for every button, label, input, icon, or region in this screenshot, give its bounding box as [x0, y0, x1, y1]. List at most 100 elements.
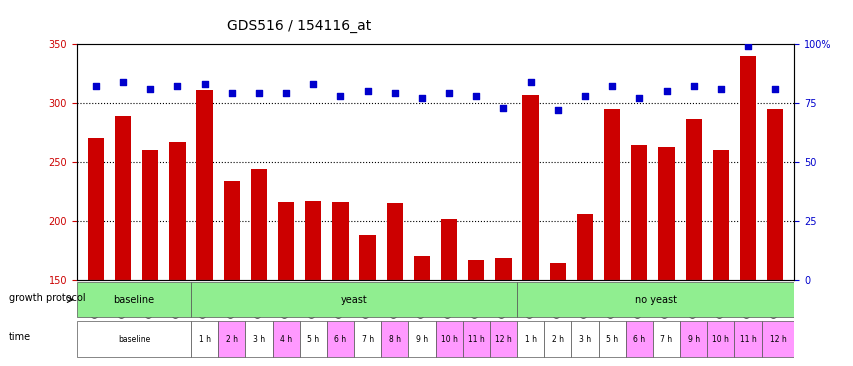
- FancyBboxPatch shape: [543, 321, 571, 357]
- Text: 12 h: 12 h: [769, 335, 786, 344]
- Text: yeast: yeast: [340, 295, 367, 305]
- Bar: [549, 264, 566, 366]
- Text: GDS516 / 154116_at: GDS516 / 154116_at: [227, 19, 370, 33]
- Bar: [196, 90, 212, 366]
- Bar: [658, 147, 674, 366]
- Text: no yeast: no yeast: [634, 295, 676, 305]
- Text: 4 h: 4 h: [280, 335, 292, 344]
- Text: 12 h: 12 h: [495, 335, 511, 344]
- FancyBboxPatch shape: [734, 321, 761, 357]
- Bar: [712, 150, 728, 366]
- Point: [686, 83, 699, 89]
- Text: 11 h: 11 h: [739, 335, 756, 344]
- Point: [523, 79, 537, 85]
- Text: 2 h: 2 h: [551, 335, 563, 344]
- FancyBboxPatch shape: [598, 321, 625, 357]
- FancyBboxPatch shape: [191, 282, 516, 317]
- Text: 1 h: 1 h: [524, 335, 536, 344]
- Text: 6 h: 6 h: [633, 335, 645, 344]
- Point: [469, 93, 483, 99]
- FancyBboxPatch shape: [516, 282, 793, 317]
- Text: 10 h: 10 h: [440, 335, 457, 344]
- Bar: [495, 258, 511, 366]
- Point: [415, 95, 428, 101]
- Bar: [414, 256, 430, 366]
- Point: [89, 83, 102, 89]
- Bar: [440, 219, 456, 366]
- Text: growth protocol: growth protocol: [9, 293, 85, 303]
- Point: [387, 90, 401, 96]
- FancyBboxPatch shape: [380, 321, 408, 357]
- FancyBboxPatch shape: [77, 321, 191, 357]
- Point: [279, 90, 293, 96]
- FancyBboxPatch shape: [462, 321, 490, 357]
- Point: [605, 83, 618, 89]
- Text: 5 h: 5 h: [307, 335, 319, 344]
- Bar: [169, 142, 185, 366]
- Point: [198, 81, 212, 87]
- Bar: [603, 109, 619, 366]
- Point: [116, 79, 130, 85]
- FancyBboxPatch shape: [706, 321, 734, 357]
- Point: [442, 90, 456, 96]
- FancyBboxPatch shape: [679, 321, 706, 357]
- Point: [550, 107, 564, 113]
- Text: 1 h: 1 h: [199, 335, 211, 344]
- Bar: [576, 214, 593, 366]
- FancyBboxPatch shape: [191, 321, 218, 357]
- FancyBboxPatch shape: [77, 282, 191, 317]
- Point: [224, 90, 238, 96]
- Bar: [223, 181, 240, 366]
- Text: 7 h: 7 h: [659, 335, 672, 344]
- Bar: [332, 202, 348, 366]
- FancyBboxPatch shape: [408, 321, 435, 357]
- Point: [171, 83, 184, 89]
- FancyBboxPatch shape: [653, 321, 679, 357]
- FancyBboxPatch shape: [490, 321, 516, 357]
- Bar: [251, 169, 267, 366]
- Text: 8 h: 8 h: [388, 335, 400, 344]
- FancyBboxPatch shape: [272, 321, 299, 357]
- Text: time: time: [9, 332, 31, 342]
- Point: [632, 95, 646, 101]
- Text: 10 h: 10 h: [711, 335, 728, 344]
- Bar: [766, 109, 782, 366]
- Bar: [467, 260, 484, 366]
- FancyBboxPatch shape: [516, 321, 543, 357]
- Text: baseline: baseline: [113, 295, 154, 305]
- Point: [143, 86, 157, 92]
- Point: [577, 93, 591, 99]
- Text: 2 h: 2 h: [225, 335, 237, 344]
- FancyBboxPatch shape: [435, 321, 462, 357]
- Text: 5 h: 5 h: [606, 335, 618, 344]
- Bar: [142, 150, 158, 366]
- FancyBboxPatch shape: [218, 321, 245, 357]
- Text: 11 h: 11 h: [467, 335, 485, 344]
- Point: [334, 93, 347, 99]
- FancyBboxPatch shape: [761, 321, 793, 357]
- Text: 3 h: 3 h: [578, 335, 590, 344]
- FancyBboxPatch shape: [245, 321, 272, 357]
- Point: [768, 86, 781, 92]
- FancyBboxPatch shape: [299, 321, 327, 357]
- Point: [659, 88, 672, 94]
- Text: baseline: baseline: [118, 335, 150, 344]
- FancyBboxPatch shape: [571, 321, 598, 357]
- Text: 9 h: 9 h: [687, 335, 699, 344]
- Bar: [115, 116, 131, 366]
- Bar: [359, 235, 375, 366]
- Bar: [630, 145, 647, 366]
- Text: 7 h: 7 h: [361, 335, 374, 344]
- FancyBboxPatch shape: [625, 321, 653, 357]
- Bar: [88, 138, 104, 366]
- Bar: [305, 201, 321, 366]
- Text: 6 h: 6 h: [334, 335, 346, 344]
- Point: [360, 88, 374, 94]
- FancyBboxPatch shape: [354, 321, 380, 357]
- Point: [306, 81, 320, 87]
- Point: [496, 105, 510, 111]
- Point: [740, 43, 754, 49]
- Bar: [277, 202, 294, 366]
- Point: [252, 90, 265, 96]
- Bar: [739, 56, 755, 366]
